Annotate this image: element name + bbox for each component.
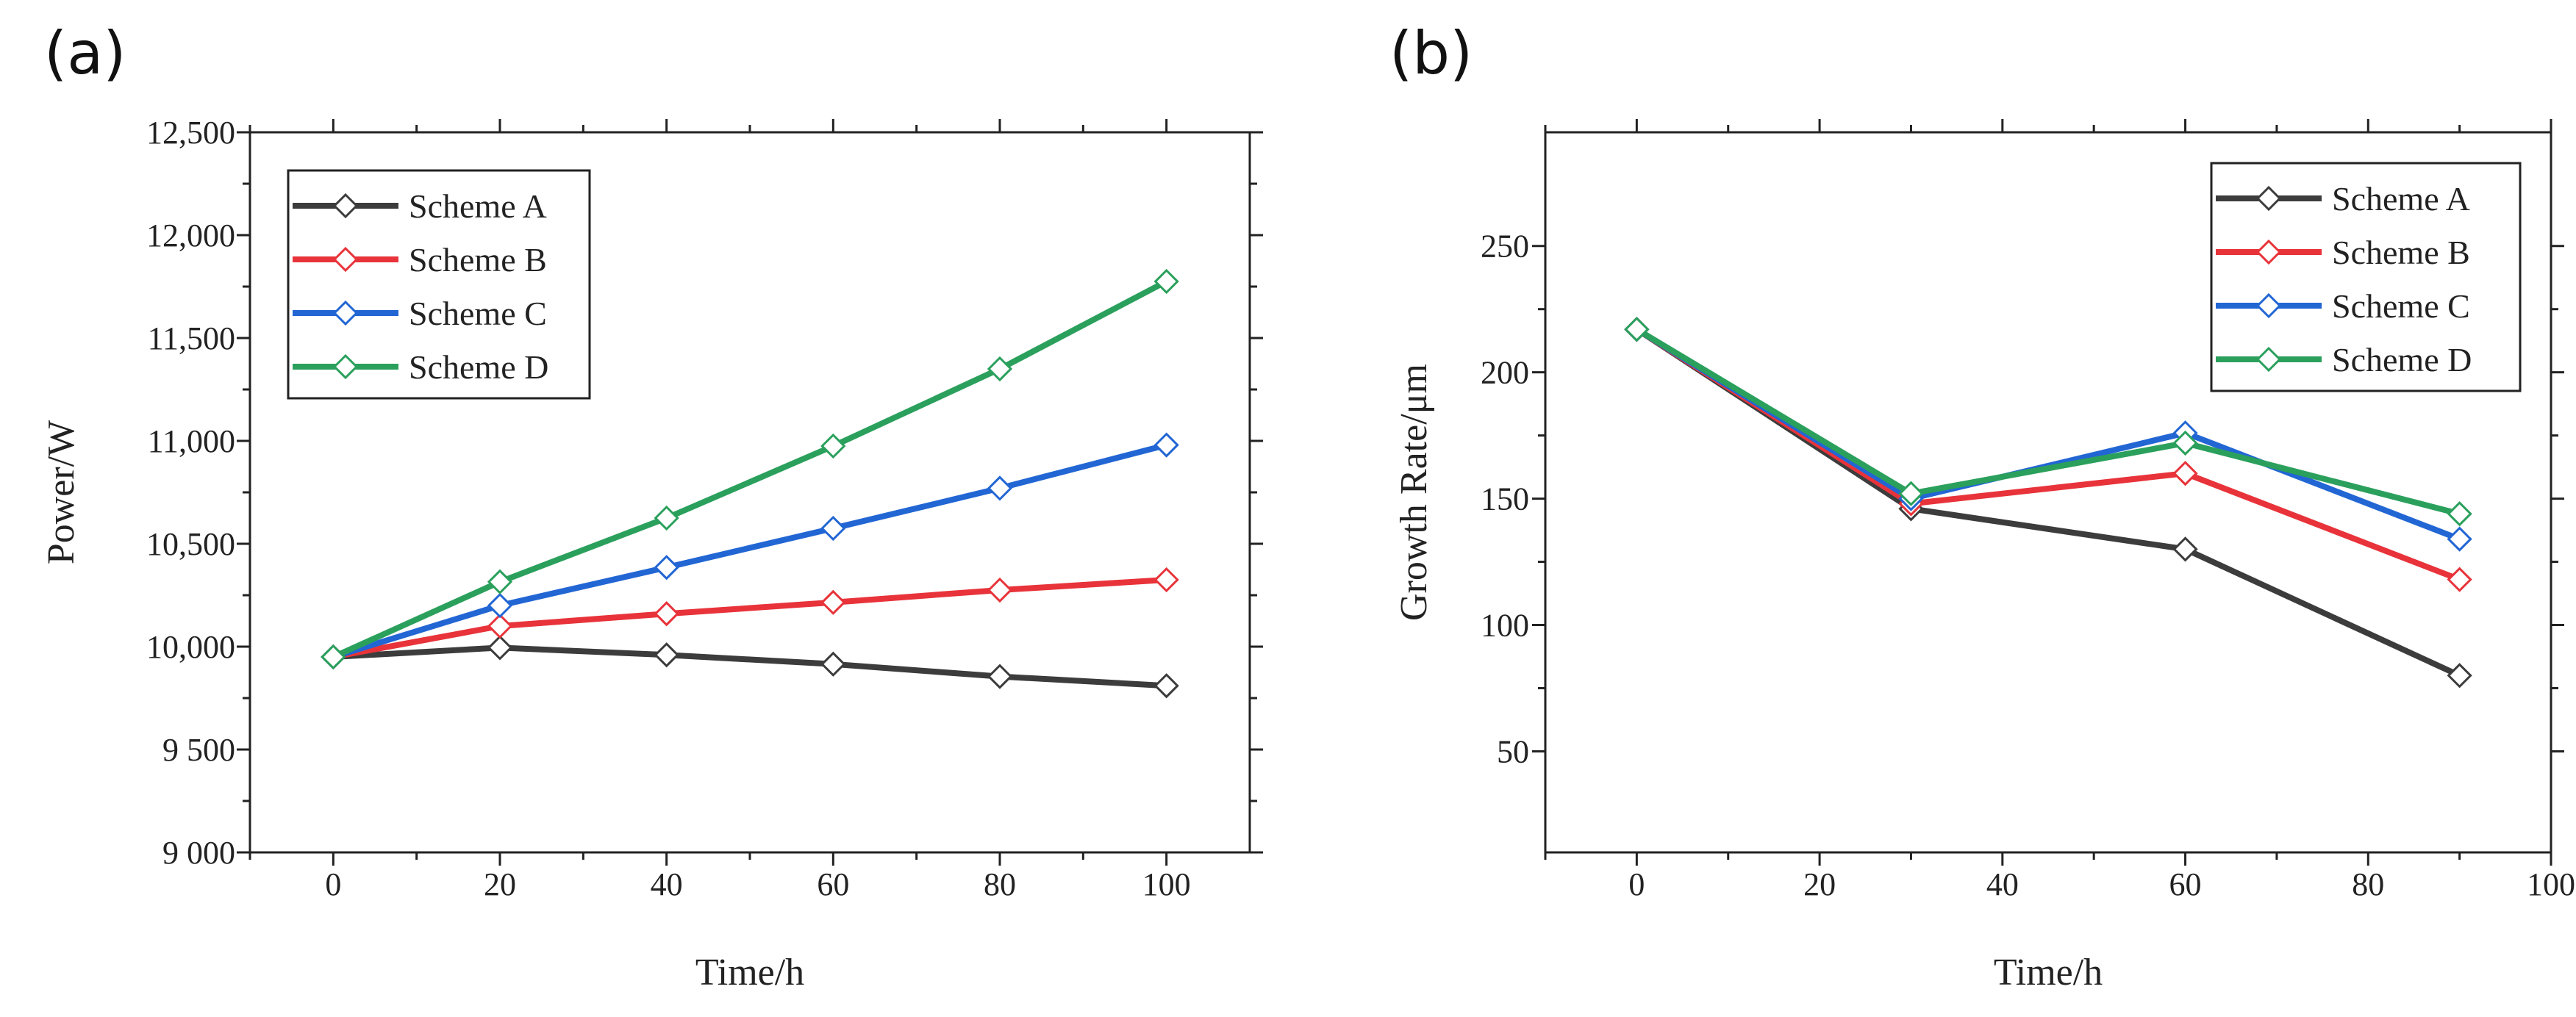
data-point-scheme-d: [2172, 430, 2198, 456]
legend-label-scheme-d: Scheme D: [2332, 341, 2472, 378]
data-point-scheme-a: [487, 635, 513, 661]
legend-marker-scheme-b: [2255, 239, 2282, 265]
y-tick-label: 250: [1481, 229, 1529, 265]
data-point-scheme-b: [2447, 567, 2472, 592]
legend-label-scheme-d: Scheme D: [409, 348, 548, 386]
data-point-scheme-d: [2447, 501, 2472, 527]
legend-marker-scheme-d: [332, 353, 359, 380]
data-point-scheme-a: [2447, 663, 2472, 689]
data-point-scheme-b: [820, 589, 846, 615]
y-tick-label: 50: [1497, 733, 1529, 769]
series-line-scheme-d: [332, 278, 1168, 660]
y-tick-label: 11,000: [148, 423, 235, 459]
legend-marker-scheme-c: [2255, 292, 2282, 319]
y-tick-label: 12,500: [146, 115, 235, 151]
legend-marker-scheme-a: [2255, 185, 2282, 212]
y-tick-label: 9 000: [162, 835, 235, 871]
data-point-scheme-d: [1153, 268, 1179, 295]
data-point-scheme-b: [987, 577, 1013, 603]
panel-a: (a) 0 20 40 60 80 100 9 000 9 500 10,000 10,500 11,…: [40, 19, 1263, 993]
data-point-scheme-d: [487, 569, 513, 594]
y-axis-title: Growth Rate/μm: [1393, 364, 1435, 621]
data-point-scheme-b: [654, 601, 679, 627]
data-point-scheme-c: [487, 592, 513, 619]
x-tick-label: 0: [325, 866, 341, 902]
y-tick-label: 10,000: [146, 629, 235, 665]
x-tick-label: 40: [1986, 866, 2019, 902]
x-axis-title: Time/h: [1994, 952, 2103, 993]
data-point-scheme-d: [654, 505, 679, 531]
panel-label: (b): [1389, 19, 1473, 87]
x-tick-label: 20: [1803, 866, 1836, 902]
data-point-scheme-a: [987, 664, 1013, 689]
series-line-scheme-a: [333, 644, 1167, 689]
legend-label-scheme-a: Scheme A: [409, 187, 547, 225]
data-point-scheme-a: [2172, 536, 2198, 562]
data-point-scheme-a: [1153, 673, 1179, 699]
data-point-scheme-c: [820, 515, 846, 542]
y-tick-label: 200: [1481, 355, 1529, 391]
y-tick-label: 10,500: [146, 526, 235, 562]
x-tick-label: 80: [2352, 866, 2384, 902]
data-point-scheme-a: [820, 651, 846, 677]
data-point-scheme-c: [1153, 432, 1179, 458]
legend-marker-scheme-c: [332, 300, 359, 326]
x-axis-title: Time/h: [695, 952, 804, 993]
x-tick-label: 100: [1142, 866, 1191, 902]
data-point-scheme-d: [1898, 481, 1924, 506]
data-point-scheme-b: [487, 613, 513, 639]
series-line-scheme-d: [1635, 326, 2461, 517]
data-point-scheme-b: [2172, 461, 2198, 486]
series-line-scheme-b: [332, 577, 1167, 660]
plot-frame: [1544, 131, 2552, 854]
x-tick-label: 20: [484, 866, 516, 902]
data-point-scheme-d: [1624, 317, 1650, 342]
x-tick-label: 60: [2169, 866, 2202, 902]
x-tick-label: 80: [984, 866, 1016, 902]
panel-b: (b) 0 20 40 60 80 100 50 100 150 200 250 Time/h Growt…: [1389, 19, 2575, 993]
series-line-scheme-c: [332, 442, 1167, 660]
data-point-scheme-d: [987, 356, 1013, 382]
legend-label-scheme-c: Scheme C: [409, 295, 547, 332]
y-axis-title: Power/W: [40, 420, 82, 564]
y-tick-label: 100: [1481, 608, 1529, 644]
data-point-scheme-d: [321, 644, 346, 670]
legend-label-scheme-c: Scheme C: [2332, 287, 2470, 325]
x-tick-label: 40: [651, 866, 683, 902]
legend-marker-scheme-b: [332, 246, 359, 273]
data-point-scheme-a: [654, 642, 679, 668]
data-point-scheme-c: [987, 475, 1013, 501]
data-point-scheme-c: [654, 555, 679, 581]
x-tick-label: 60: [817, 866, 849, 902]
legend-marker-scheme-a: [332, 193, 359, 219]
x-tick-label: 100: [2527, 866, 2575, 902]
x-tick-label: 0: [1628, 866, 1645, 902]
panel-label: (a): [44, 19, 126, 87]
y-tick-label: 11,500: [148, 320, 235, 356]
y-tick-label: 9 500: [162, 732, 235, 768]
legend-label-scheme-b: Scheme B: [2332, 234, 2470, 271]
data-point-scheme-c: [2447, 526, 2472, 552]
y-tick-label: 12,000: [146, 218, 235, 254]
data-point-scheme-b: [1153, 567, 1179, 593]
legend-label-scheme-b: Scheme B: [409, 241, 547, 278]
y-tick-label: 150: [1481, 481, 1529, 517]
legend-marker-scheme-d: [2255, 346, 2282, 373]
data-point-scheme-d: [820, 433, 846, 459]
legend-label-scheme-a: Scheme A: [2332, 180, 2470, 218]
